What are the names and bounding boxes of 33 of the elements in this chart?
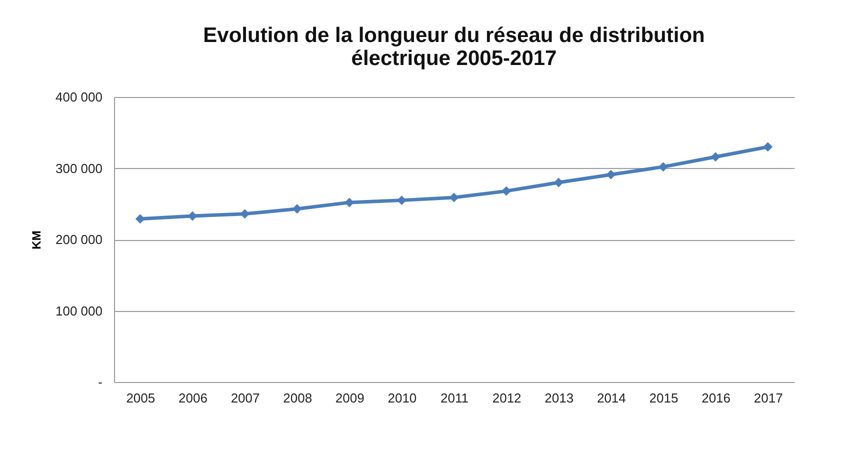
y-tick-label: 300 000: [56, 160, 102, 176]
point: [396, 196, 406, 206]
point: [292, 204, 302, 214]
x-tick-label: 2013: [544, 390, 574, 406]
x-tick-label: 2015: [649, 390, 678, 406]
x-tick-label: 2014: [596, 390, 626, 406]
y-axis-title: KM: [30, 230, 44, 250]
point: [502, 186, 512, 196]
point: [135, 214, 145, 224]
x-tick-label: 2016: [702, 390, 730, 406]
x-tick-label: 2008: [283, 390, 312, 406]
x-tick-label: 2011: [440, 390, 468, 406]
text: électrique 2005-2017: [351, 47, 557, 70]
point: [606, 170, 616, 180]
point: [763, 142, 773, 152]
point: [449, 192, 459, 202]
point: [710, 152, 720, 162]
x-tick-label: 2007: [230, 390, 260, 406]
point: [188, 211, 198, 221]
text: Evolution de la longueur du réseau de distribution: [203, 24, 705, 47]
x-tick-label: 2009: [335, 390, 364, 406]
x-tick-label: 2012: [492, 390, 522, 406]
x-tick-label: 2006: [178, 390, 208, 406]
x-tick-label: 2017: [754, 390, 783, 406]
point: [658, 162, 668, 172]
x-tick-label: 2010: [388, 390, 417, 406]
y-tick-label: 100 000: [56, 303, 102, 318]
point: [554, 178, 564, 188]
y-tick-label: 200 000: [56, 232, 102, 247]
point: [240, 209, 250, 219]
y-tick-label: -: [98, 374, 102, 390]
y-tick-label: 400 000: [56, 90, 102, 104]
x-tick-label: 2005: [126, 390, 156, 406]
